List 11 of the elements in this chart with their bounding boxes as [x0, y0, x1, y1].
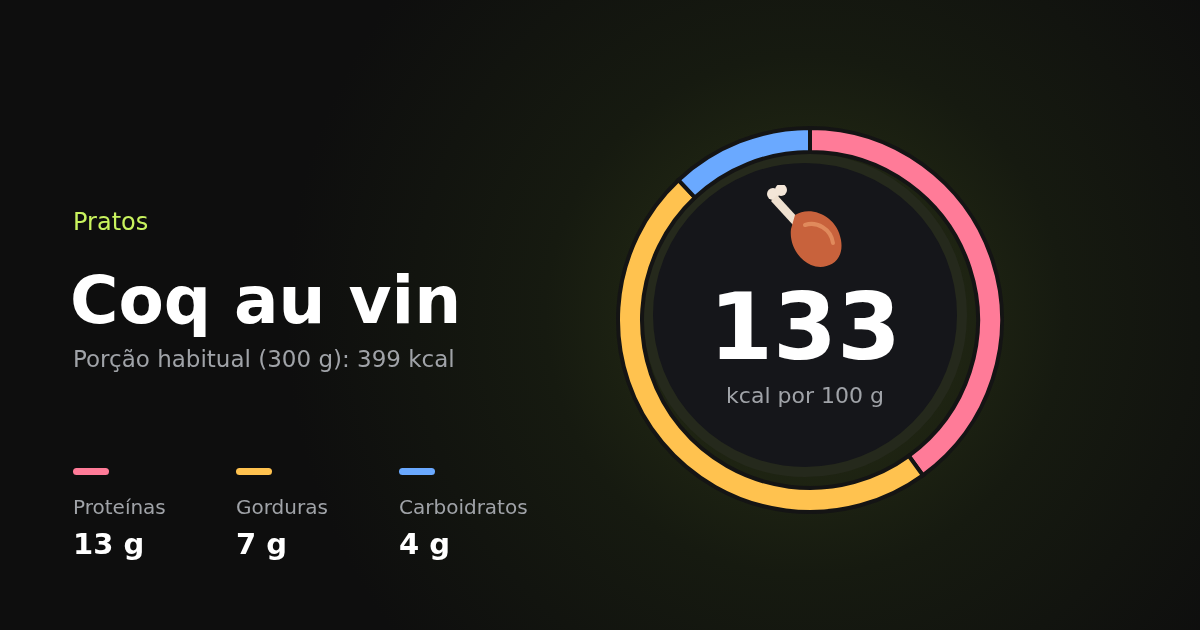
- text: Coq au vin: [70, 262, 462, 339]
- text: Pratos: [73, 208, 149, 236]
- legend-label: Proteínas: [73, 495, 167, 519]
- text: 13 g: [73, 527, 146, 561]
- legend-label: Carboidratos: [399, 495, 529, 519]
- text: Porção habitual (300 g): 399 kcal: [73, 346, 455, 372]
- text: 7 g: [236, 527, 289, 561]
- legend-label: Gorduras: [236, 495, 329, 519]
- text: kcal por 100 g: [725, 383, 885, 408]
- text: 4 g: [399, 527, 452, 561]
- text: 133: [707, 274, 902, 381]
